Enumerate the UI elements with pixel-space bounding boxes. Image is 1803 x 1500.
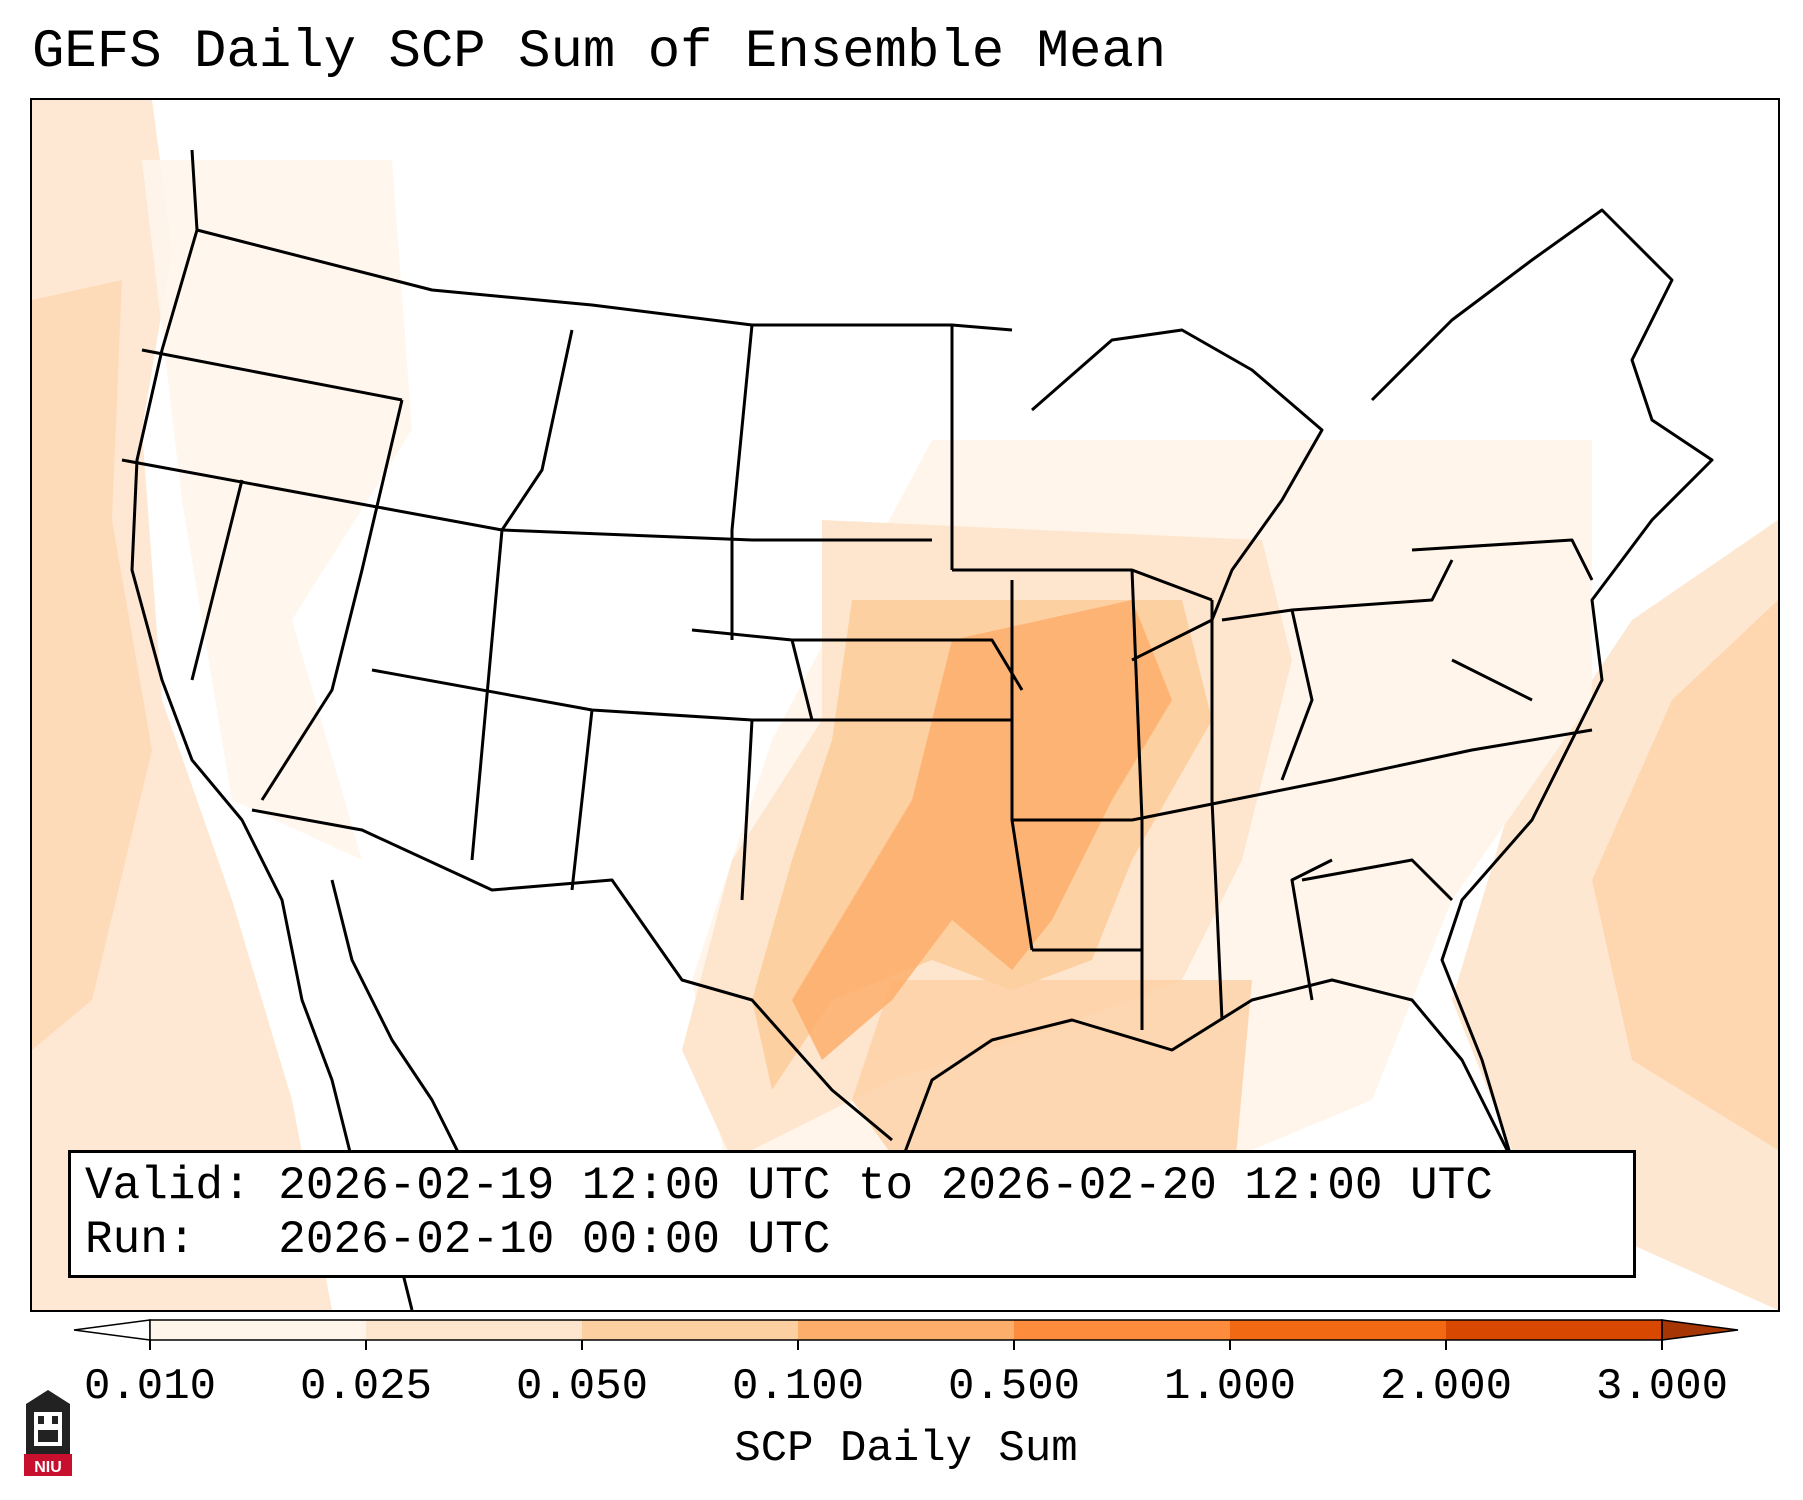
run-value: 2026-02-10 00:00 UTC [278, 1214, 831, 1266]
colorbar-segment [1230, 1320, 1447, 1340]
state-line-1 [141, 348, 403, 402]
map-canvas [32, 100, 1778, 1310]
map-panel: Valid: 2026-02-19 12:00 UTC to 2026-02-2… [30, 98, 1780, 1312]
colorbar [73, 1319, 1739, 1350]
niu-logo: NIU [24, 1390, 72, 1476]
atlantic-inner-shading [1592, 600, 1778, 1150]
state-line-6 [500, 329, 574, 531]
canada-border [196, 228, 1013, 332]
state-line-16 [1012, 798, 1233, 822]
colorbar-label: SCP Daily Sum [734, 1424, 1078, 1474]
state-line-23 [1411, 538, 1594, 581]
colorbar-tick-label: 2.000 [1379, 1362, 1513, 1412]
state-line-22 [1291, 559, 1454, 612]
west-light-shading [142, 160, 412, 860]
state-line-21 [1221, 608, 1314, 781]
state-line-20 [1231, 728, 1593, 802]
northeast-coastline [1370, 208, 1714, 1161]
state-line-7 [730, 324, 754, 640]
colorbar-segment [1014, 1320, 1231, 1340]
scp-shading [32, 100, 1778, 1310]
state-line-9 [371, 668, 1012, 722]
state-line-24 [1301, 858, 1454, 902]
state-line-2 [121, 458, 932, 542]
gulf-coastline [900, 978, 1514, 1241]
valid-value: 2026-02-19 12:00 UTC to 2026-02-20 12:00… [278, 1160, 1493, 1212]
niu-logo-text: NIU [34, 1459, 62, 1476]
max-shading [792, 600, 1172, 1060]
valid-run-box: Valid: 2026-02-19 12:00 UTC to 2026-02-2… [68, 1150, 1636, 1278]
mexico-border [251, 808, 893, 1142]
state-line-11 [740, 719, 754, 901]
colorbar-extend-low [73, 1319, 151, 1341]
colorbar-tick-label: 0.100 [731, 1362, 865, 1412]
state-line-3 [260, 399, 404, 801]
colorbar-tick-label: 0.500 [947, 1362, 1081, 1412]
pacific-inner-shading [32, 280, 152, 1050]
valid-label: Valid: [85, 1160, 251, 1212]
state-line-25 [1290, 858, 1333, 1001]
colorbar-tick-label: 1.000 [1163, 1362, 1297, 1412]
colorbar-outline [149, 1319, 1663, 1341]
state-line-18 [1130, 569, 1144, 1030]
colorbar-segment [366, 1320, 583, 1340]
state-line-10 [570, 709, 594, 891]
colorbar-segment [1446, 1320, 1663, 1340]
west-coastline [130, 149, 414, 1310]
map-title: GEFS Daily SCP Sum of Ensemble Mean [32, 22, 1167, 83]
run-label: Run: [85, 1214, 196, 1266]
state-line-19 [1210, 600, 1224, 1021]
colorbar-tick-label: 3.000 [1595, 1362, 1729, 1412]
colorbar-tick-label: 0.050 [515, 1362, 649, 1412]
colorbar-tick-label: 0.025 [299, 1362, 433, 1412]
colorbar-tick-label: 0.010 [83, 1362, 217, 1412]
state-line-4 [190, 479, 244, 681]
colorbar-segment [798, 1320, 1015, 1340]
great-lakes-outline [1031, 328, 1324, 662]
colorbar-segment [582, 1320, 799, 1340]
state-line-26 [1451, 658, 1533, 702]
colorbar-segment [150, 1320, 367, 1340]
state-line-5 [470, 529, 504, 861]
colorbar-extend-high [1661, 1319, 1739, 1341]
